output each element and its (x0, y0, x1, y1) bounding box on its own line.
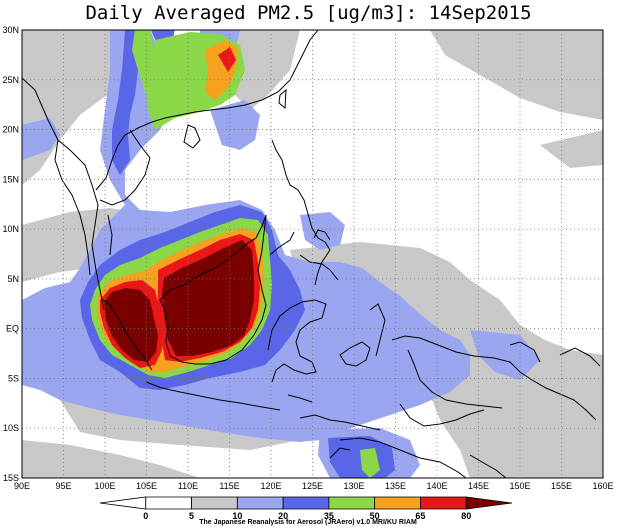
colorbar-label: 10 (232, 511, 242, 521)
longitude-label: 100E (94, 481, 115, 491)
latitude-labels: 30N 25N 20N 15N 10N 5N EQ 5S 10S 15S (2, 25, 19, 483)
coastlines (22, 30, 601, 478)
longitude-label: 135E (385, 481, 406, 491)
longitude-label: 145E (468, 481, 489, 491)
colorbar: 0 5 10 20 35 50 65 80 (99, 496, 513, 521)
longitude-label: 90E (14, 481, 30, 491)
colorbar-segment (145, 496, 192, 510)
colorbar-segment (465, 496, 513, 510)
map-frame (21, 29, 604, 479)
latitude-label: 5N (7, 274, 19, 284)
map-title: Daily Averaged PM2.5 [ug/m3]: 14Sep2015 (85, 2, 532, 24)
longitude-label: 120E (260, 481, 281, 491)
colorbar-segment (236, 496, 284, 510)
latitude-label: 20N (2, 125, 19, 135)
longitude-label: 140E (426, 481, 447, 491)
longitude-label: 105E (136, 481, 157, 491)
colorbar-label: 65 (415, 511, 425, 521)
colorbar-label: 80 (461, 511, 471, 521)
longitude-label: 95E (55, 481, 71, 491)
latitude-label: 15N (2, 174, 19, 184)
longitude-label: 130E (343, 481, 364, 491)
colorbar-segment (420, 496, 467, 510)
longitude-label: 150E (509, 481, 530, 491)
colorbar-segment (99, 496, 147, 510)
colorbar-label: 35 (324, 511, 334, 521)
colorbar-label: 50 (370, 511, 380, 521)
latitude-label: 25N (2, 75, 19, 85)
colorbar-segment (191, 496, 238, 510)
longitude-label: 155E (551, 481, 572, 491)
longitude-label: 115E (219, 481, 239, 491)
colorbar-label: 0 (143, 511, 148, 521)
longitude-label: 110E (178, 481, 198, 491)
graticule (22, 30, 603, 478)
latitude-label: 10N (2, 224, 19, 234)
longitude-label: 125E (302, 481, 323, 491)
colorbar-segment (328, 496, 376, 510)
latitude-label: 30N (2, 25, 19, 35)
colorbar-segment (282, 496, 330, 510)
latitude-label: 10S (3, 423, 19, 433)
colorbar-segment (374, 496, 421, 510)
latitude-label: EQ (6, 324, 19, 334)
latitude-label: 15S (3, 473, 19, 483)
latitude-label: 5S (8, 373, 19, 383)
colorbar-label: 20 (278, 511, 288, 521)
colorbar-label: 5 (189, 511, 194, 521)
longitude-label: 160E (592, 481, 613, 491)
credit-text: The Japanese Reanalysis for Aerosol (JRA… (199, 519, 417, 526)
longitude-labels: 90E 95E 100E 105E 110E 115E 120E 125E 130E 135E 14… (14, 481, 614, 491)
concentration-layer (22, 30, 603, 478)
level-over-80 (104, 240, 254, 362)
